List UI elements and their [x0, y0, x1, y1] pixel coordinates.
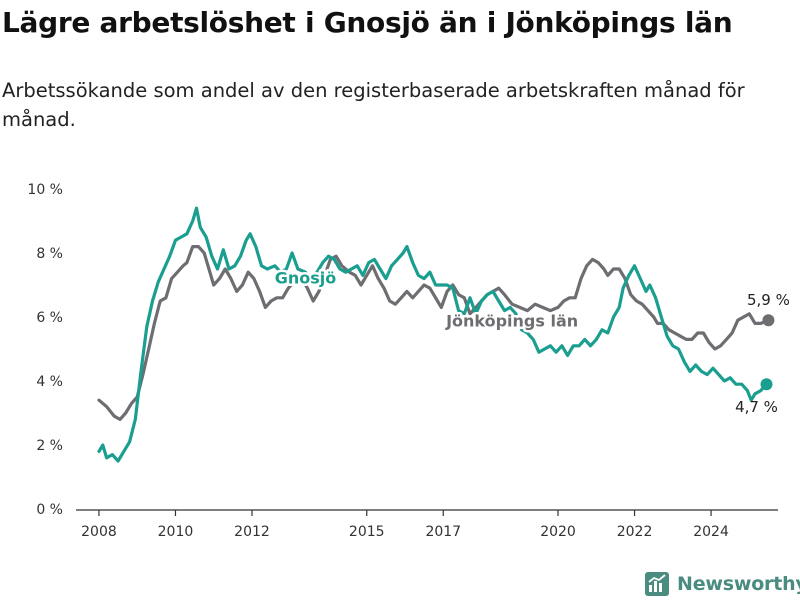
- label-layer: 5,9 % 4,7 % Gnosjö Jönköpings län: [272, 266, 790, 416]
- x-tick-label: 2010: [158, 524, 194, 540]
- x-tick-label: 2017: [425, 524, 461, 540]
- end-point-jonkopings-lan: [762, 314, 775, 327]
- x-tick-label: 2022: [617, 524, 653, 540]
- series-label-gnosjo: Gnosjö: [275, 268, 337, 287]
- series-label-jonkopings-lan: Jönköpings län: [445, 312, 578, 331]
- y-tick-label: 2 %: [36, 438, 63, 454]
- y-tick-label: 8 %: [36, 246, 63, 262]
- y-tick-label: 10 %: [27, 182, 63, 198]
- end-point-gnosjo: [760, 378, 773, 391]
- chart-subtitle: Arbetssökande som andel av den registerb…: [2, 79, 745, 131]
- y-tick-label: 6 %: [36, 310, 63, 326]
- x-tick-label: 2012: [234, 524, 270, 540]
- x-tick-label: 2015: [349, 524, 385, 540]
- chart-title: Lägre arbetslöshet i Gnosjö än i Jönköpi…: [2, 6, 733, 39]
- x-tick-label: 2020: [540, 524, 576, 540]
- x-tick-label: 2024: [693, 524, 729, 540]
- newsworthy-logo-icon: [645, 572, 669, 596]
- series-layer: [97, 206, 775, 463]
- newsworthy-logo-text: Newsworthy: [677, 573, 800, 595]
- end-label-gnosjo: 4,7 %: [735, 398, 778, 416]
- series-line-gnosjo: [97, 206, 769, 463]
- newsworthy-logo: Newsworthy: [644, 570, 800, 598]
- y-tick-label: 4 %: [36, 374, 63, 390]
- chart-axes: 0 % 2 % 4 % 6 % 8 % 10 % 2008 2010 2012 2015 2017 2…: [27, 182, 778, 540]
- x-tick-label: 2008: [81, 524, 117, 540]
- y-tick-label: 0 %: [36, 502, 63, 518]
- end-label-jonkopings-lan: 5,9 %: [747, 291, 790, 309]
- series-line-jonkopings-lan: [97, 245, 771, 421]
